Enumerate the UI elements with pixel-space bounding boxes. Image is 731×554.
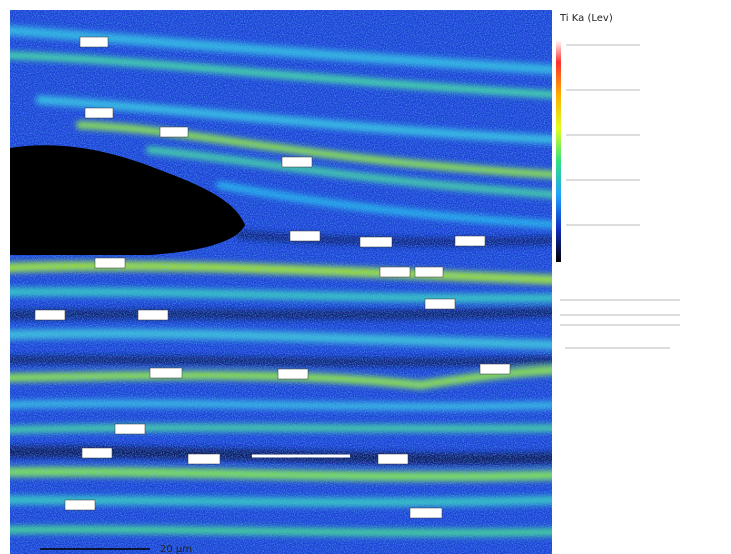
scale-bar: 20 µm [40, 544, 192, 554]
map-title: Ti Ka (Lev) [559, 13, 613, 24]
element-map [10, 10, 552, 554]
color-bar [556, 40, 561, 262]
point-labels [34, 36, 511, 519]
color-bar-legend-lines [560, 44, 680, 349]
void-region [10, 145, 245, 255]
scale-bar-label: 20 µm [160, 544, 192, 554]
